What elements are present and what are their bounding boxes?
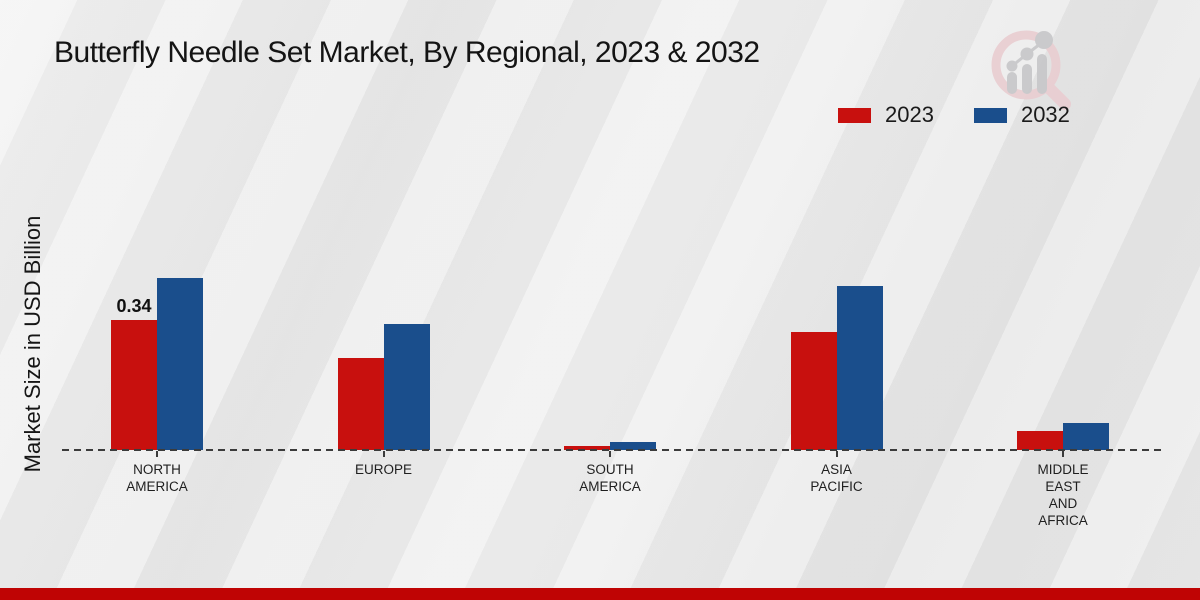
bar-2023-asia-pacific: [790, 332, 837, 450]
bar-2023-south-america: [564, 446, 610, 450]
bar-2032-europe: [383, 324, 430, 450]
magnifier-growth-logo: [986, 26, 1078, 112]
category-label-asia-pacific: ASIA PACIFIC: [810, 462, 863, 494]
bar-2032-north-america: [157, 278, 203, 450]
legend-swatch-2032: [973, 107, 1007, 123]
x-axis-tick: [1062, 451, 1064, 457]
chart-title: Butterfly Needle Set Market, By Regional…: [54, 36, 760, 69]
legend-swatch-2023: [838, 107, 871, 123]
x-axis-tick: [835, 451, 838, 457]
bar-2023-europe: [337, 358, 384, 450]
zero-baseline-dashed: [62, 449, 1162, 451]
legend-label-2032: 2032: [1020, 102, 1070, 127]
bar-2032-middle-east-and-africa: [1063, 423, 1109, 450]
x-axis-tick: [382, 451, 385, 457]
data-label-2023-north-america: 0.34: [116, 296, 152, 316]
legend-item-2023: 2023: [838, 102, 934, 128]
legend-item-2032: 2032: [973, 102, 1070, 128]
category-label-europe: EUROPE: [354, 462, 412, 477]
bar-2023-north-america: [111, 320, 157, 450]
bar-2023-middle-east-and-africa: [1017, 431, 1063, 450]
x-axis-tick: [609, 451, 611, 457]
bar-2032-south-america: [610, 442, 656, 450]
legend-label-2023: 2023: [885, 102, 934, 127]
x-axis-tick: [156, 451, 158, 457]
legend: 2023 2032: [838, 102, 1070, 128]
category-label-north-america: NORTH AMERICA: [126, 462, 188, 494]
footer-accent-bar: [0, 588, 1200, 600]
category-label-south-america: SOUTH AMERICA: [579, 462, 641, 494]
category-label-middle-east-and-africa: MIDDLE EAST AND AFRICA: [1037, 462, 1089, 528]
magnifier-growth-logo-svg: [991, 30, 1071, 110]
bar-2032-asia-pacific: [836, 286, 883, 450]
